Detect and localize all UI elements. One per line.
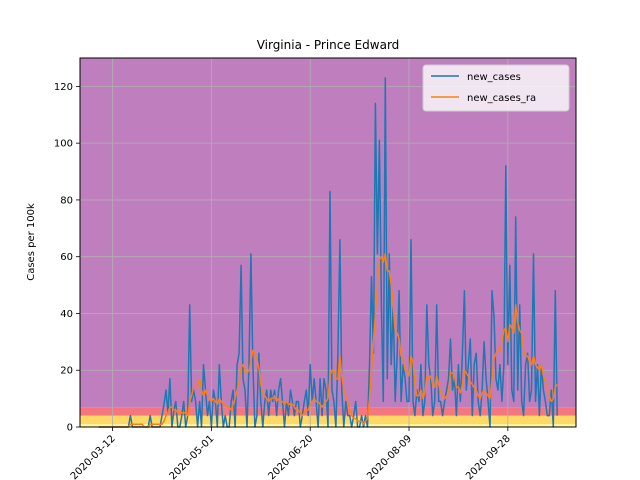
x-tick-label: 2020-03-12	[69, 433, 118, 480]
legend-box	[422, 64, 570, 112]
plot-frame	[79, 57, 577, 428]
series-line-new-cases-ra	[98, 253, 558, 428]
y-tick-label: 80	[60, 195, 73, 206]
x-tick-label: 2020-05-01	[168, 433, 217, 480]
y-tick-label: 100	[54, 139, 73, 150]
legend: new_cases new_cases_ra	[422, 64, 570, 112]
legend-label-new-cases: new_cases	[467, 72, 521, 83]
x-tick-label: 2020-09-28	[464, 433, 513, 480]
x-tick-label: 2020-08-09	[365, 433, 414, 480]
x-tick-label: 2020-06-20	[266, 433, 315, 480]
y-tick-label: 40	[60, 309, 73, 320]
y-tick-label: 0	[67, 423, 73, 434]
y-tick-label: 20	[60, 366, 73, 377]
chart-title: Virginia - Prince Edward	[257, 38, 400, 52]
legend-label-new-cases-ra: new_cases_ra	[467, 93, 536, 104]
y-tick-label: 120	[54, 82, 73, 93]
y-tick-label: 60	[60, 252, 73, 263]
y-axis-title: Cases per 100k	[26, 203, 37, 281]
